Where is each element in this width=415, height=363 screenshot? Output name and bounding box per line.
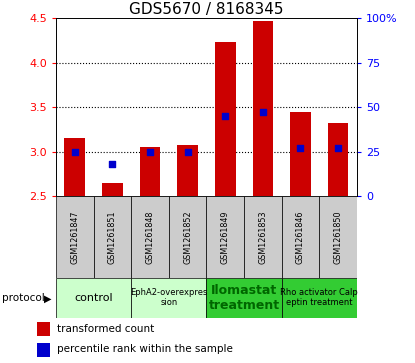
Bar	[140, 147, 160, 196]
Text: transformed count: transformed count	[57, 324, 154, 334]
Text: GSM1261851: GSM1261851	[108, 210, 117, 264]
Bar	[131, 196, 169, 278]
Point	[259, 110, 266, 115]
Point	[71, 149, 78, 155]
Bar	[253, 21, 273, 196]
Text: GSM1261852: GSM1261852	[183, 210, 192, 264]
Text: GSM1261847: GSM1261847	[70, 210, 79, 264]
Title: GDS5670 / 8168345: GDS5670 / 8168345	[129, 2, 284, 17]
Bar	[290, 111, 311, 196]
Bar	[131, 278, 206, 318]
Text: Rho activator Calp
eptin treatment: Rho activator Calp eptin treatment	[281, 288, 358, 307]
Bar	[319, 196, 357, 278]
Text: protocol: protocol	[2, 293, 45, 303]
Bar	[215, 42, 236, 196]
Bar	[37, 343, 50, 357]
Text: GSM1261849: GSM1261849	[221, 210, 230, 264]
Text: ▶: ▶	[44, 293, 51, 303]
Bar	[177, 145, 198, 196]
Text: GSM1261850: GSM1261850	[334, 210, 343, 264]
Text: percentile rank within the sample: percentile rank within the sample	[57, 344, 233, 354]
Text: Ilomastat
treatment: Ilomastat treatment	[208, 284, 280, 312]
Text: control: control	[74, 293, 113, 303]
Point	[184, 149, 191, 155]
Point	[297, 145, 304, 151]
Bar	[282, 196, 319, 278]
Bar	[56, 278, 131, 318]
Bar	[282, 278, 357, 318]
Bar	[37, 322, 50, 336]
Bar	[94, 196, 131, 278]
Point	[222, 113, 229, 119]
Text: GSM1261848: GSM1261848	[146, 210, 154, 264]
Bar	[102, 183, 123, 196]
Point	[335, 145, 342, 151]
Bar	[244, 196, 282, 278]
Text: GSM1261846: GSM1261846	[296, 210, 305, 264]
Text: GSM1261853: GSM1261853	[259, 210, 267, 264]
Bar	[169, 196, 206, 278]
Text: EphA2-overexpres
sion: EphA2-overexpres sion	[130, 288, 208, 307]
Bar	[206, 196, 244, 278]
Point	[147, 149, 154, 155]
Bar	[64, 138, 85, 196]
Point	[109, 161, 116, 167]
Bar	[206, 278, 282, 318]
Bar	[328, 123, 349, 196]
Bar	[56, 196, 94, 278]
